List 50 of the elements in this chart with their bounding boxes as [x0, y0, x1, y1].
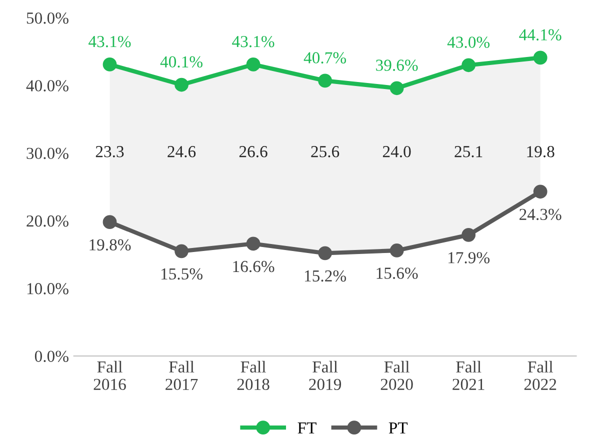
point — [462, 228, 476, 242]
point — [462, 58, 476, 72]
data-label: 44.1% — [519, 29, 562, 41]
point — [533, 184, 548, 199]
data-label: 39.6% — [376, 60, 418, 71]
data-label: 43.1% — [232, 36, 274, 48]
legend-label: PT — [388, 422, 408, 434]
y-tick-label: 50.0% — [26, 12, 68, 24]
x-tick-label: Fall 2021 — [452, 360, 484, 390]
x-tick-label: Fall 2022 — [524, 360, 556, 390]
data-label: 17.9% — [448, 252, 490, 264]
x-tick-label: Fall 2019 — [309, 360, 342, 390]
point — [102, 215, 117, 230]
annotation: 25.6 — [311, 146, 340, 158]
data-label: 40.7% — [304, 52, 346, 64]
point — [102, 58, 117, 72]
point — [533, 50, 548, 65]
data-label: 16.6% — [233, 260, 274, 272]
data-label: 15.5% — [161, 268, 202, 280]
x-tick-label: Fall 2020 — [380, 360, 413, 390]
legend-label: FT — [298, 422, 316, 434]
y-tick-label: 20.0% — [26, 215, 68, 227]
point — [246, 58, 260, 72]
annotation: 24.0 — [382, 146, 411, 158]
data-label: 19.8% — [90, 239, 131, 251]
annotation: 19.8 — [527, 146, 554, 158]
data-label: 43.1% — [88, 36, 131, 48]
x-tick-label: Fall 2016 — [94, 360, 126, 390]
x-tick-label: Fall 2017 — [166, 360, 198, 390]
data-label: 15.2% — [304, 270, 346, 282]
point — [318, 74, 332, 88]
point — [390, 244, 404, 258]
annotation: 24.6 — [168, 146, 196, 158]
y-tick-label: 10.0% — [27, 283, 68, 294]
y-tick-label: 30.0% — [26, 148, 68, 160]
data-label: 43.0% — [447, 36, 490, 48]
data-label: 15.6% — [376, 268, 418, 279]
point — [246, 236, 260, 251]
x-tick-label: Fall 2018 — [237, 360, 270, 390]
y-tick-label: 0.0% — [34, 350, 68, 362]
point — [390, 81, 404, 96]
point — [318, 246, 332, 260]
y-tick-label: 40.0% — [26, 80, 68, 92]
annotation: 25.1 — [454, 146, 482, 158]
data-label: 24.3% — [520, 208, 562, 220]
annotation: 26.6 — [239, 146, 268, 158]
point — [174, 78, 188, 92]
point — [174, 244, 188, 258]
data-label: 40.1% — [160, 56, 202, 68]
annotation: 23.3 — [96, 146, 124, 158]
